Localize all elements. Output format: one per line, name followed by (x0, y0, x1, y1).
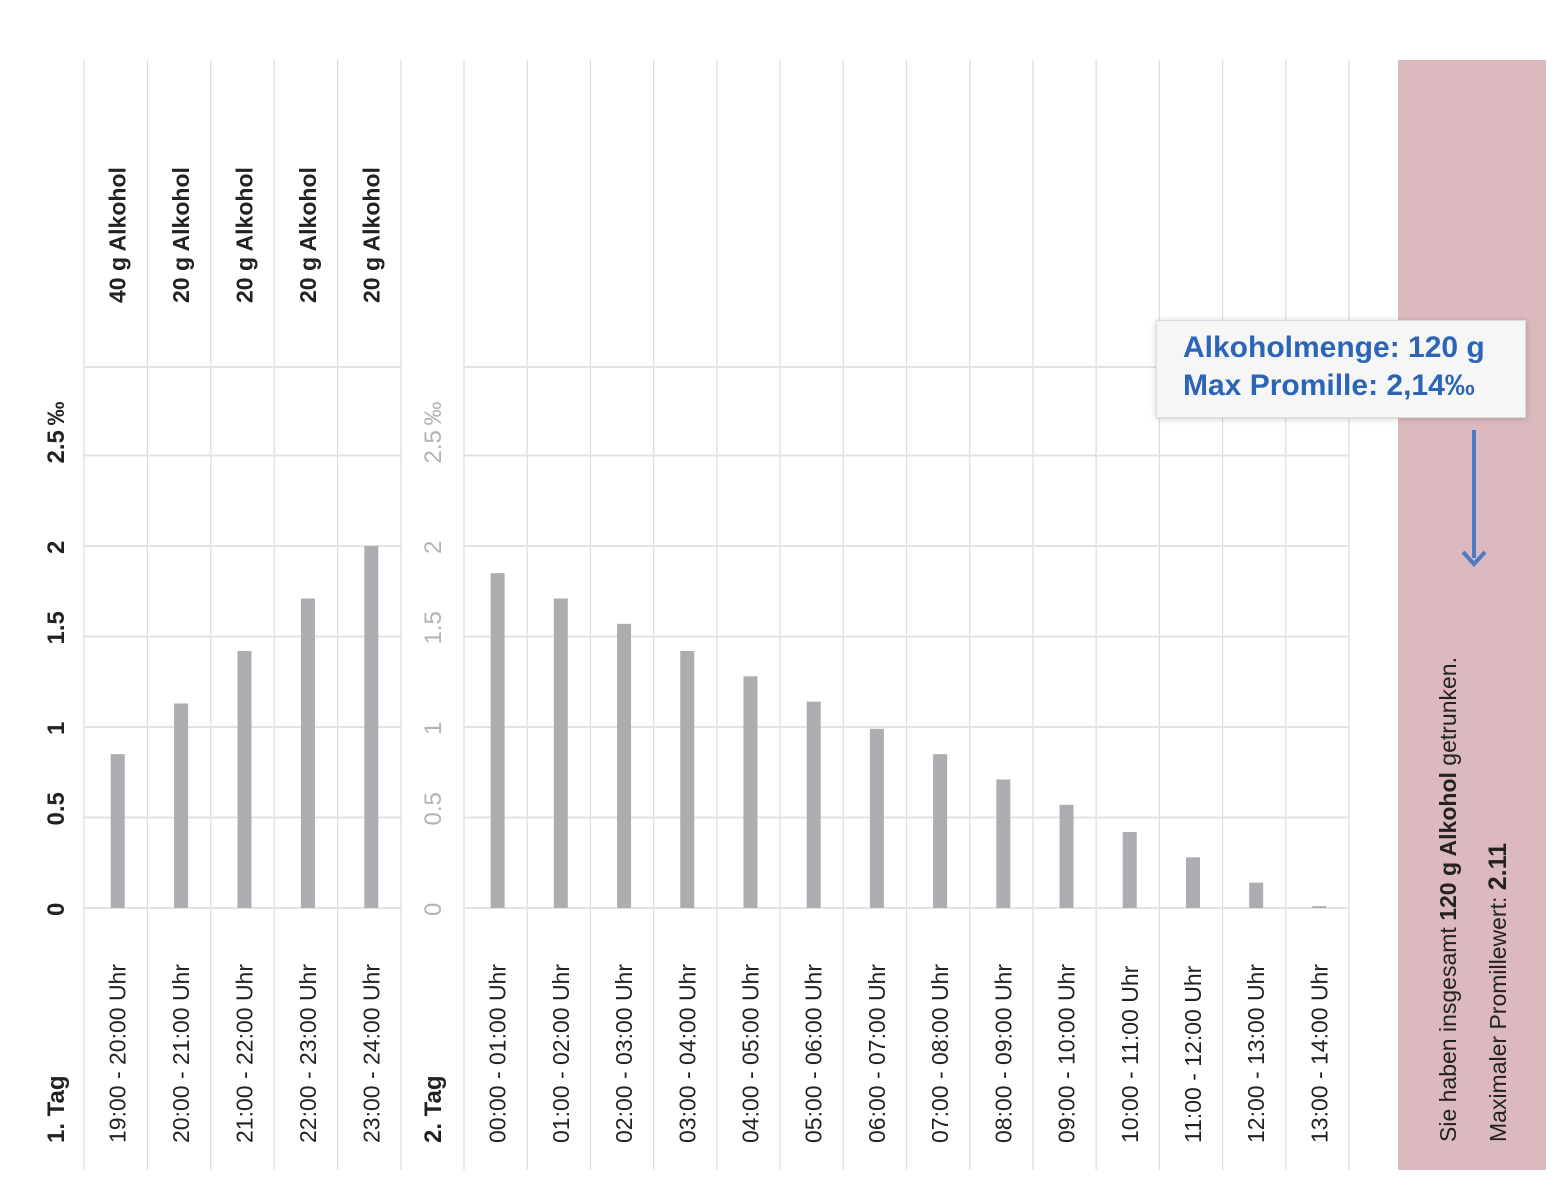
day2-time-label-8: 07:00 - 08:00 Uhr (927, 964, 953, 1143)
day1-tick-0: 0 (43, 903, 70, 916)
day1-alcohol-label-3: 20 g Alkohol (232, 167, 258, 303)
day2-bar-10 (1059, 804, 1074, 908)
day2-time-label-6: 05:00 - 06:00 Uhr (801, 964, 827, 1143)
day2-bar-12 (1185, 857, 1200, 908)
labels-layer: 0 0.5 1 1.5 2 2.5 ‰ 0 0.5 1 1.5 2 2.5 ‰ 1. Tag 2. Tag 19… (43, 167, 1332, 1143)
day2-bar-9 (996, 779, 1011, 908)
day2-tick-2: 2 (420, 541, 447, 554)
grid-layer (83, 60, 1350, 1170)
day2-bar-1 (490, 573, 505, 908)
day2-unit: ‰ (420, 402, 447, 426)
day1-bar-3 (237, 650, 252, 908)
day1-tick-0.5: 0.5 (43, 792, 70, 825)
summary-panel (1398, 60, 1546, 1170)
day1-time-label-5: 23:00 - 24:00 Uhr (358, 964, 384, 1143)
day1-tick-2.5: 2.5 (43, 430, 70, 463)
day1-bar-4 (300, 598, 315, 908)
day2-tick-2.5: 2.5 (420, 430, 447, 463)
bars-layer (110, 546, 1327, 908)
day1-alcohol-label-2: 20 g Alkohol (168, 167, 194, 303)
tooltip-line-2: Max Promille: 2,14‰ (1183, 369, 1475, 402)
day2-tick-0.5: 0.5 (420, 792, 447, 825)
day1-tick-1: 1 (43, 722, 70, 735)
day1-bar-1 (110, 754, 125, 908)
day2-time-label-5: 04:00 - 05:00 Uhr (737, 964, 763, 1143)
day2-time-label-11: 10:00 - 11:00 Uhr (1117, 965, 1143, 1143)
day2-bar-13 (1249, 882, 1264, 908)
day1-tick-2: 2 (43, 541, 70, 554)
day1-tick-1.5: 1.5 (43, 611, 70, 644)
day1-bar-5 (364, 546, 379, 908)
day1-time-label-1: 19:00 - 20:00 Uhr (105, 964, 131, 1143)
day2-bar-7 (869, 728, 884, 908)
day1-label: 1. Tag (43, 1075, 70, 1143)
day2-time-label-10: 09:00 - 10:00 Uhr (1054, 964, 1080, 1143)
day2-time-label-1: 00:00 - 01:00 Uhr (485, 964, 511, 1143)
day2-bar-5 (743, 676, 758, 908)
day2-time-label-12: 11:00 - 12:00 Uhr (1180, 965, 1206, 1143)
day2-label: 2. Tag (420, 1075, 447, 1143)
day2-bar-14 (1312, 906, 1327, 908)
day2-tick-1.5: 1.5 (420, 611, 447, 644)
day2-time-label-7: 06:00 - 07:00 Uhr (864, 964, 890, 1143)
day2-time-label-9: 08:00 - 09:00 Uhr (990, 964, 1016, 1143)
day1-time-label-4: 22:00 - 23:00 Uhr (295, 964, 321, 1143)
day1-alcohol-label-4: 20 g Alkohol (295, 167, 321, 303)
tooltip-line-1: Alkoholmenge: 120 g (1183, 331, 1485, 364)
day2-bar-6 (806, 701, 821, 908)
day2-bar-8 (933, 754, 948, 908)
tooltip-arrow (1461, 430, 1487, 567)
summary-line-1: Sie haben insgesamt 120 g Alkohol getrun… (1435, 657, 1461, 1142)
day2-time-label-13: 12:00 - 13:00 Uhr (1243, 964, 1269, 1143)
day2-time-label-2: 01:00 - 02:00 Uhr (548, 964, 574, 1143)
day2-tick-1: 1 (420, 722, 447, 735)
day1-time-label-2: 20:00 - 21:00 Uhr (168, 964, 194, 1143)
day2-bar-2 (553, 598, 568, 908)
day2-tick-0: 0 (420, 903, 447, 916)
day2-bar-4 (680, 650, 695, 908)
day1-unit: ‰ (43, 402, 70, 426)
day1-alcohol-label-1: 40 g Alkohol (105, 167, 131, 303)
day1-time-label-3: 21:00 - 22:00 Uhr (232, 964, 258, 1143)
day2-time-label-3: 02:00 - 03:00 Uhr (611, 964, 637, 1143)
day2-bar-3 (617, 623, 632, 908)
tooltip-box: Alkoholmenge: 120 g Max Promille: 2,14‰ (1156, 320, 1526, 418)
day1-alcohol-label-5: 20 g Alkohol (358, 167, 384, 303)
day2-time-label-4: 03:00 - 04:00 Uhr (674, 964, 700, 1143)
summary-line-2: Maximaler Promillewert: 2.11 (1484, 843, 1512, 1142)
day2-time-label-14: 13:00 - 14:00 Uhr (1306, 964, 1332, 1143)
day2-bar-11 (1122, 831, 1137, 908)
day1-bar-2 (174, 703, 189, 908)
